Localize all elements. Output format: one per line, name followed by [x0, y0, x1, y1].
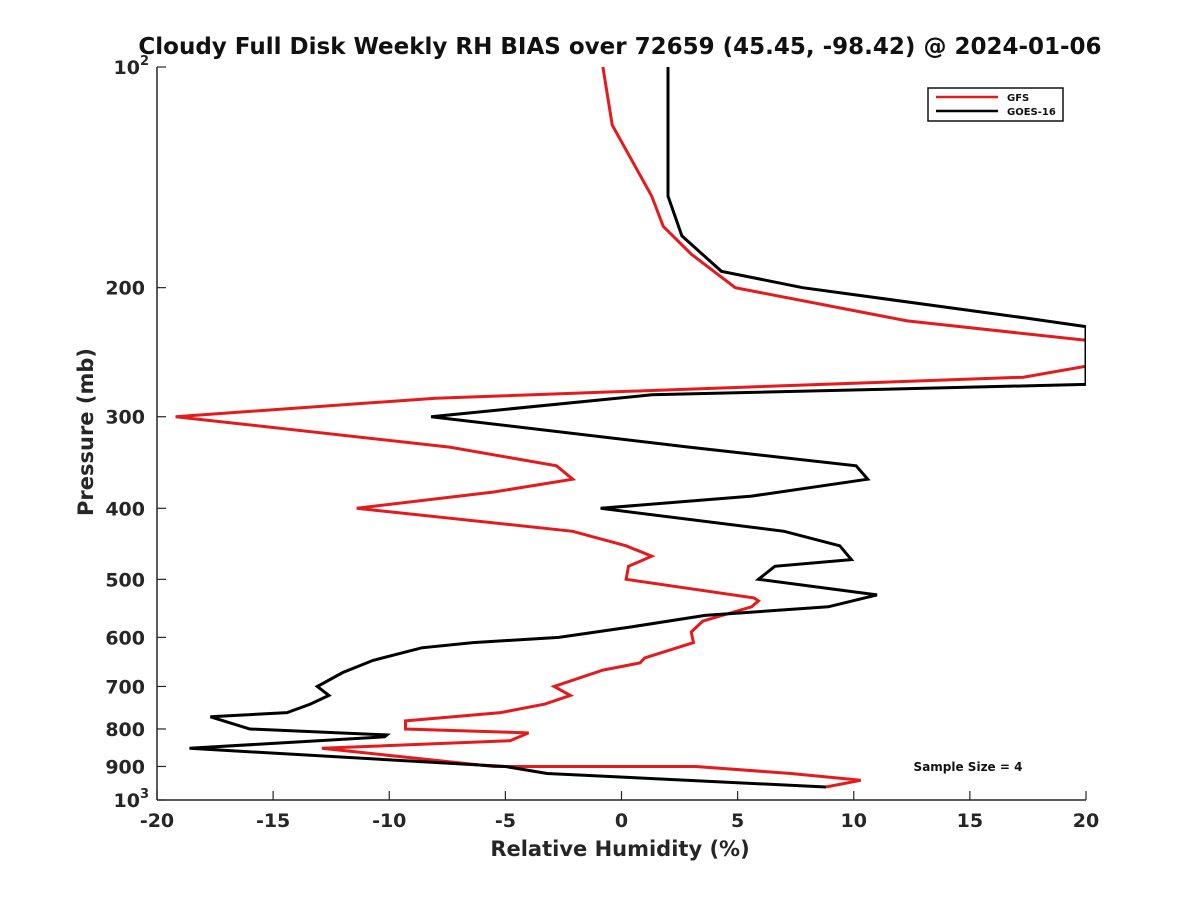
y-tick-label: 300	[105, 407, 145, 429]
x-tick-label: 5	[731, 810, 744, 832]
x-tick-label: -10	[372, 810, 406, 832]
x-tick-label: -15	[256, 810, 290, 832]
y-tick-label: 600	[105, 627, 145, 649]
legend: GFS GOES-16	[927, 87, 1064, 122]
legend-label: GOES-16	[1007, 107, 1056, 118]
x-tick-label: -20	[140, 810, 174, 832]
x-tick-label: 20	[1073, 810, 1099, 832]
axis-ticks: -20 -15 -10 -5 0 5 10 15 20 102 200 300 400 500 600 700…	[105, 54, 1099, 832]
x-tick-label: -5	[495, 810, 516, 832]
y-tick-label: 800	[105, 719, 145, 741]
sample-size-annotation: Sample Size = 4	[914, 760, 1023, 774]
y-tick-label: 700	[105, 676, 145, 698]
y-tick-label: 400	[105, 498, 145, 520]
y-tick-label: 500	[105, 569, 145, 591]
series-layer	[175, 66, 1086, 789]
legend-label: GFS	[1007, 93, 1029, 104]
y-tick-label: 102	[114, 54, 150, 79]
series-line-gfs	[175, 66, 1086, 789]
x-tick-label: 10	[841, 810, 867, 832]
x-tick-label: 15	[957, 810, 983, 832]
y-axis-label: Pressure (mb)	[74, 348, 98, 516]
plot-axes	[156, 67, 1086, 801]
y-tick-label: 103	[114, 787, 150, 812]
legend-box	[927, 87, 1064, 122]
series-line-goes-16	[189, 67, 1086, 789]
chart-title: Cloudy Full Disk Weekly RH BIAS over 726…	[138, 34, 1101, 60]
y-tick-label: 200	[105, 278, 145, 300]
x-axis-label: Relative Humidity (%)	[490, 837, 749, 861]
y-tick-label: 900	[105, 756, 145, 778]
x-tick-label: 0	[615, 810, 628, 832]
